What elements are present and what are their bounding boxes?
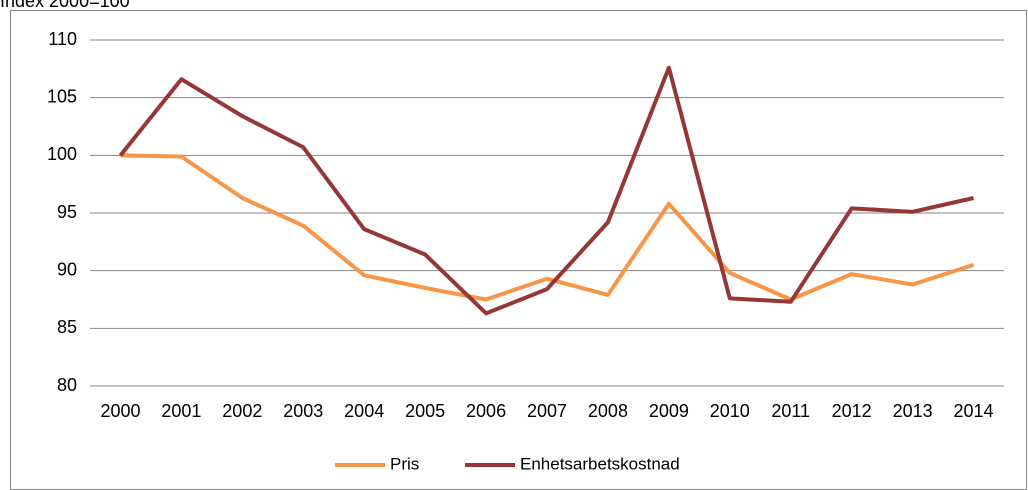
x-tick-label: 2000 — [100, 401, 140, 421]
chart-border — [10, 10, 1027, 490]
y-tick-label: 80 — [57, 375, 77, 395]
y-tick-label: 105 — [47, 86, 77, 106]
x-tick-label: 2005 — [405, 401, 445, 421]
legend-label: Enhetsarbetskostnad — [520, 454, 680, 473]
x-tick-label: 2001 — [161, 401, 201, 421]
x-tick-label: 2010 — [710, 401, 750, 421]
chart-title: Index 2000=100 — [0, 0, 130, 11]
x-tick-label: 2008 — [588, 401, 628, 421]
x-tick-label: 2014 — [954, 401, 994, 421]
x-tick-label: 2012 — [832, 401, 872, 421]
x-tick-label: 2003 — [283, 401, 323, 421]
y-tick-label: 95 — [57, 202, 77, 222]
series-line — [118, 65, 974, 316]
series-line — [120, 153, 975, 302]
y-tick-label: 85 — [57, 317, 77, 337]
x-tick-label: 2002 — [222, 401, 262, 421]
x-tick-label: 2004 — [344, 401, 384, 421]
y-tick-label: 90 — [57, 259, 77, 279]
x-tick-label: 2006 — [466, 401, 506, 421]
legend-label: Pris — [390, 454, 419, 473]
x-tick-label: 2007 — [527, 401, 567, 421]
x-tick-label: 2013 — [893, 401, 933, 421]
x-tick-label: 2009 — [649, 401, 689, 421]
y-tick-label: 110 — [48, 29, 77, 49]
y-tick-label: 100 — [47, 144, 77, 164]
x-tick-label: 2011 — [771, 401, 810, 421]
